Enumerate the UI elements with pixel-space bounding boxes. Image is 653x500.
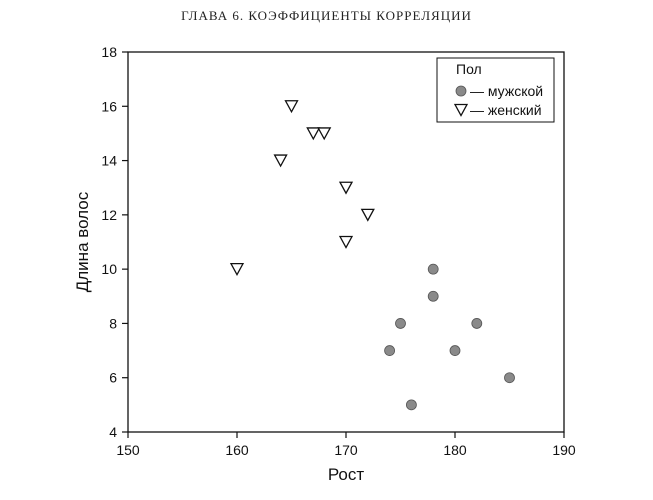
data-point-male <box>504 372 515 384</box>
data-point-female <box>273 154 288 168</box>
legend: Пол — мужской — женский <box>436 57 555 123</box>
legend-marker-female <box>453 103 469 117</box>
y-axis-label: Длина волос <box>73 191 92 292</box>
data-point-male <box>427 290 439 302</box>
y-axis-ticks: 4 6 8 10 12 14 16 18 <box>101 44 128 440</box>
y-tick-label: 4 <box>109 424 117 440</box>
data-point-male <box>405 399 417 411</box>
y-tick-label: 10 <box>101 261 117 277</box>
data-point-female <box>338 181 354 195</box>
x-tick-label: 160 <box>225 442 249 458</box>
y-tick-label: 14 <box>101 153 117 169</box>
legend-entry-label: — мужской <box>470 83 543 99</box>
legend-title: Пол <box>456 61 482 77</box>
y-tick-label: 8 <box>109 315 117 331</box>
data-point-male <box>384 345 396 356</box>
data-point-male <box>427 263 439 275</box>
data-point-male <box>471 318 483 329</box>
x-tick-label: 170 <box>334 442 358 458</box>
x-tick-label: 180 <box>443 442 467 458</box>
y-tick-label: 16 <box>101 98 117 114</box>
data-point-male <box>395 318 406 329</box>
legend-entries: — мужской — женский <box>453 83 543 118</box>
y-tick-label: 18 <box>101 44 117 60</box>
data-point-female <box>317 127 332 141</box>
legend-entry-label: — женский <box>470 102 542 118</box>
data-point-female <box>229 262 245 277</box>
data-point-female <box>360 208 375 222</box>
x-axis-label: Рост <box>328 465 365 484</box>
x-axis-ticks: 150 160 170 180 190 <box>116 432 576 458</box>
y-tick-label: 12 <box>101 207 117 223</box>
running-header: ГЛАВА 6. КОЭФФИЦИЕНТЫ КОРРЕЛЯЦИИ <box>181 8 472 23</box>
data-point-female <box>338 235 354 249</box>
data-point-male <box>449 345 461 356</box>
legend-marker-male <box>455 85 467 97</box>
x-tick-label: 150 <box>116 442 140 458</box>
data-point-female <box>284 100 299 114</box>
y-tick-label: 6 <box>109 370 117 386</box>
data-point-female <box>306 127 321 141</box>
x-tick-label: 190 <box>552 442 576 458</box>
data-points <box>229 100 515 411</box>
